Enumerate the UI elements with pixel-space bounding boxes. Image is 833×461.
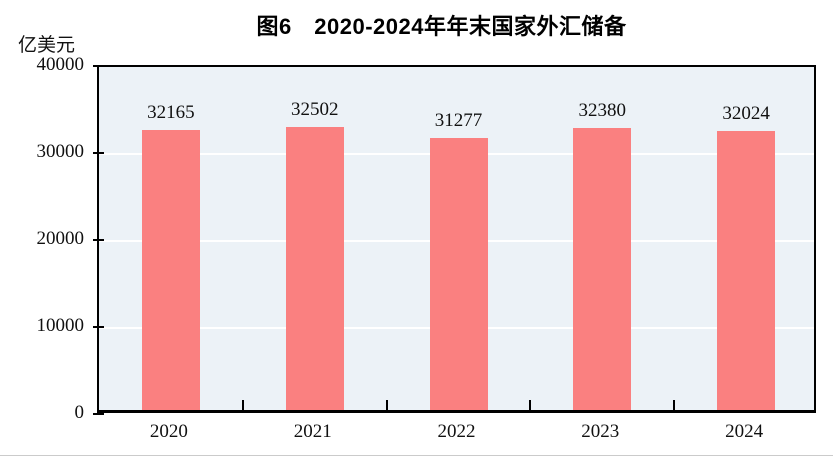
- x-tick-label-2023: 2023: [581, 421, 620, 442]
- bar-value-label-2024: 32024: [722, 103, 770, 124]
- y-tick-label-10000: 10000: [36, 315, 85, 336]
- bottom-rule: [0, 455, 833, 456]
- x-tick-label-2021: 2021: [293, 421, 332, 442]
- bar-2022: [429, 138, 488, 410]
- y-tick-label-40000: 40000: [36, 54, 85, 75]
- x-axis-tick-1: [241, 400, 244, 410]
- x-tick-label-2022: 2022: [437, 421, 476, 442]
- bar-value-label-2022: 31277: [434, 110, 483, 131]
- y-axis-tick-0: [93, 413, 104, 415]
- plot-area: 32165 32502 31277 32380 32024: [93, 65, 816, 415]
- y-tick-label-30000: 30000: [36, 141, 85, 162]
- chart-title: 图6 2020-2024年年末国家外汇储备: [256, 14, 627, 39]
- bar-value-label-2021: 32502: [290, 99, 339, 120]
- x-axis-tick-4: [673, 400, 676, 410]
- bar-2021: [285, 127, 344, 410]
- x-axis-tick-3: [529, 400, 532, 410]
- y-tick-label-0: 0: [74, 402, 85, 423]
- y-axis-tick-20000: [93, 239, 104, 241]
- y-axis-tick-30000: [93, 152, 104, 154]
- bar-value-label-2020: 32165: [147, 102, 195, 123]
- x-axis-tick-2: [385, 400, 388, 410]
- y-axis-tick-40000: [93, 65, 104, 67]
- bar-value-label-2023: 32380: [578, 100, 627, 121]
- y-axis-unit-label: 亿美元: [18, 35, 76, 56]
- bar-2023: [573, 128, 632, 410]
- y-axis-tick-10000: [93, 326, 104, 328]
- bar-2020: [141, 130, 200, 410]
- y-tick-label-20000: 20000: [36, 228, 85, 249]
- x-tick-label-2020: 2020: [149, 421, 188, 442]
- x-tick-label-2024: 2024: [725, 421, 764, 442]
- bar-2024: [717, 131, 776, 410]
